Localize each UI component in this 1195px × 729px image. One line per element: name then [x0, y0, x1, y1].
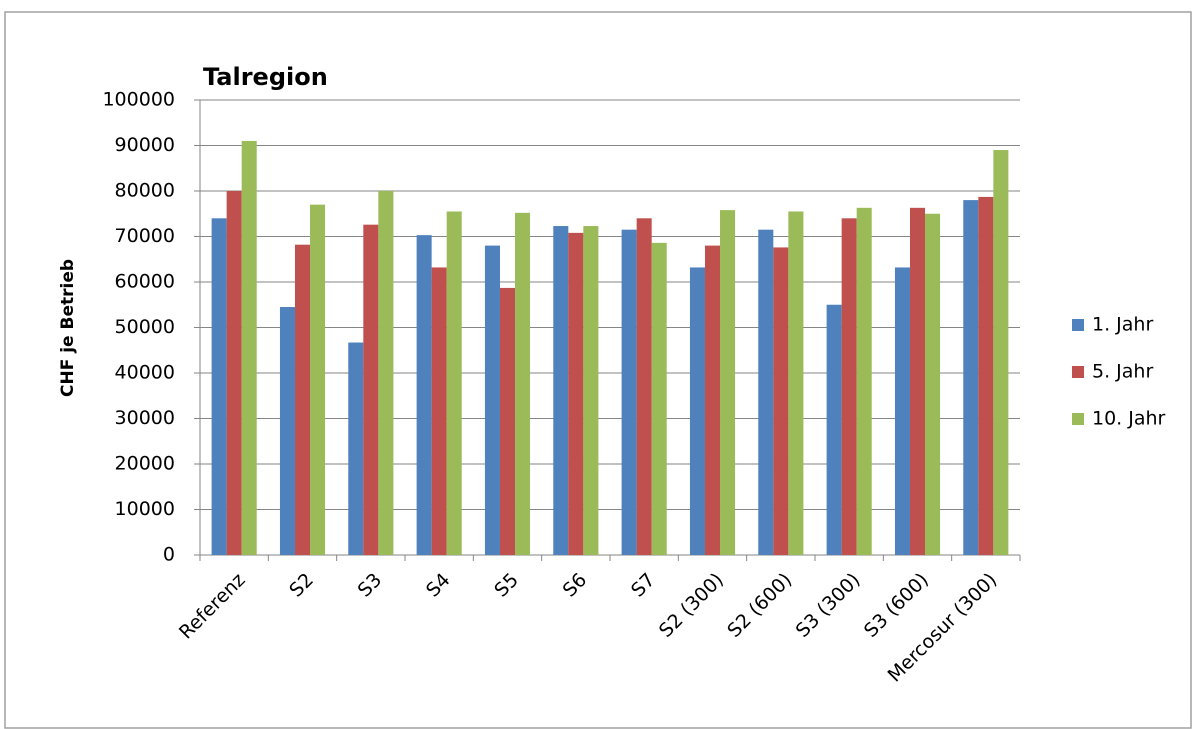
bar: [294, 244, 311, 555]
y-tick-label: 70000: [115, 225, 175, 247]
bar: [583, 226, 599, 555]
bar: [826, 304, 842, 555]
legend-label: 1. Jahr: [1092, 314, 1153, 336]
y-tick-label: 30000: [115, 407, 175, 429]
legend-swatch: [1072, 366, 1084, 378]
bar: [446, 211, 462, 555]
bar: [758, 229, 774, 556]
bar: [963, 200, 979, 555]
bar: [856, 207, 872, 555]
bar: [720, 210, 736, 556]
chart-title: Talregion: [203, 63, 328, 91]
legend-label: 5. Jahr: [1092, 361, 1153, 383]
bar: [689, 267, 705, 555]
bar: [484, 245, 500, 555]
bar: [636, 218, 652, 556]
y-tick-label: 20000: [115, 453, 175, 475]
bar: [925, 213, 941, 555]
y-tick-label: 10000: [115, 498, 175, 520]
bar: [621, 229, 637, 556]
y-tick-label: 60000: [115, 271, 175, 293]
bar: [310, 204, 326, 555]
bar: [841, 218, 857, 556]
y-tick-label: 0: [163, 544, 175, 566]
bar: [515, 212, 531, 555]
bar: [241, 140, 257, 555]
bar: [416, 235, 432, 555]
bar: [978, 196, 994, 556]
bar: [894, 267, 910, 555]
bar: [909, 207, 926, 555]
y-tick-label: 40000: [115, 362, 175, 384]
bar: [651, 242, 667, 555]
bar: [704, 245, 721, 555]
bar: [993, 150, 1009, 556]
legend-swatch: [1072, 319, 1084, 331]
bar: [568, 232, 584, 556]
bar: [226, 191, 242, 555]
y-tick-label: 50000: [115, 316, 175, 338]
bar: [363, 224, 379, 556]
y-axis-label: CHF je Betrieb: [58, 259, 78, 397]
y-tick-label: 80000: [115, 180, 175, 202]
bar: [211, 218, 227, 556]
bar: [279, 307, 295, 555]
bar: [788, 211, 804, 555]
y-tick-label: 100000: [102, 89, 175, 111]
bar: [348, 342, 364, 555]
bar: [553, 226, 569, 555]
bar: [378, 191, 394, 555]
bar: [773, 247, 789, 556]
y-tick-label: 90000: [115, 134, 175, 156]
bar: [431, 267, 447, 555]
legend-swatch: [1072, 413, 1084, 425]
bar: [499, 287, 516, 555]
legend-label: 10. Jahr: [1092, 408, 1166, 430]
